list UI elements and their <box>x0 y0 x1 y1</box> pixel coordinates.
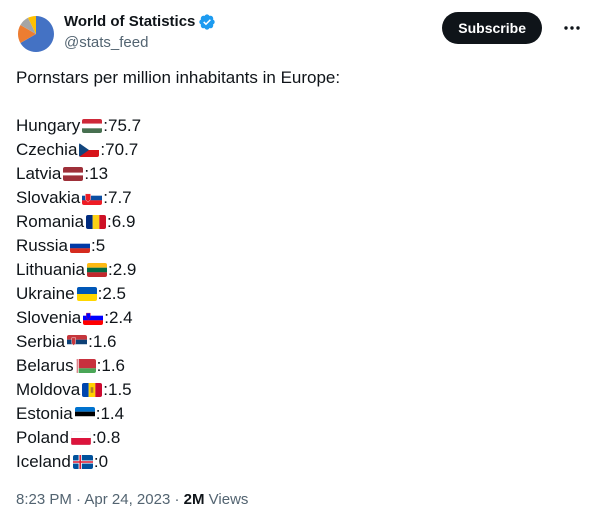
separator: : <box>103 380 108 399</box>
serbia-flag-icon <box>67 335 88 349</box>
country-name: Lithuania <box>16 260 86 279</box>
list-item: Poland: 0.8 <box>16 426 582 450</box>
slovakia-flag-icon <box>82 191 103 205</box>
country-value: 70.7 <box>105 140 139 159</box>
separator: : <box>104 308 109 327</box>
country-name: Ukraine <box>16 284 75 303</box>
list-item: Czechia: 70.7 <box>16 138 582 162</box>
list-item: Latvia: 13 <box>16 162 582 186</box>
separator: : <box>84 164 90 183</box>
separator: : <box>90 236 96 255</box>
list-item: Slovakia: 7.7 <box>16 186 582 210</box>
country-name: Russia <box>16 236 68 255</box>
country-name: Latvia <box>16 164 62 183</box>
country-name: Iceland <box>16 452 71 471</box>
views-label: Views <box>208 491 249 508</box>
display-name-text[interactable]: World of Statistics <box>64 13 196 30</box>
separator: : <box>93 452 99 471</box>
country-value: 13 <box>89 164 109 183</box>
list-item: Hungary: 75.7 <box>16 114 582 138</box>
iceland-flag-icon <box>72 455 93 469</box>
belarus-flag-icon <box>75 359 96 373</box>
separator: : <box>103 116 108 135</box>
country-name: Hungary <box>16 116 81 135</box>
account-handle[interactable]: @stats_feed <box>64 34 149 51</box>
country-list: Hungary: 75.7 Czechia: 70.7 Latvia: 13 S… <box>16 114 582 474</box>
country-value: 5 <box>95 236 106 255</box>
czechia-flag-icon <box>79 143 100 157</box>
views-count: 2M <box>183 491 205 508</box>
country-value: 1.4 <box>100 404 125 423</box>
country-value: 0 <box>98 452 109 471</box>
tweet-text: Pornstars per million inhabitants in Eur… <box>16 66 582 474</box>
separator: : <box>100 140 106 159</box>
country-value: 7.7 <box>108 188 132 207</box>
country-value: 1.5 <box>108 380 132 399</box>
pie-chart-avatar-icon[interactable] <box>16 14 56 54</box>
country-name: Moldova <box>16 380 81 399</box>
country-name: Czechia <box>16 140 78 159</box>
slovenia-flag-icon <box>83 311 104 325</box>
country-name: Estonia <box>16 404 73 423</box>
list-item: Ukraine: 2.5 <box>16 282 582 306</box>
separator: : <box>95 404 101 423</box>
list-item: Russia: 5 <box>16 234 582 258</box>
tweet-header: World of Statistics @stats_feed Subscrib… <box>16 12 582 56</box>
tweet-intro: Pornstars per million inhabitants in Eur… <box>16 68 341 87</box>
meta-separator: · <box>174 491 184 508</box>
russia-flag-icon <box>69 239 90 253</box>
verified-badge-icon[interactable] <box>198 13 216 31</box>
country-value: 1.6 <box>92 332 117 351</box>
tweet-time[interactable]: 8:23 PM <box>16 491 72 508</box>
country-value: 2.9 <box>112 260 137 279</box>
list-item: Iceland: 0 <box>16 450 582 474</box>
list-item: Belarus: 1.6 <box>16 354 582 378</box>
country-name: Poland <box>16 428 69 447</box>
list-item: Lithuania: 2.9 <box>16 258 582 282</box>
list-item: Slovenia: 2.4 <box>16 306 582 330</box>
poland-flag-icon <box>70 431 91 445</box>
separator: : <box>91 428 97 447</box>
country-name: Belarus <box>16 356 74 375</box>
country-value: 2.5 <box>102 284 126 303</box>
list-item: Serbia: 1.6 <box>16 330 582 354</box>
list-item: Estonia: 1.4 <box>16 402 582 426</box>
separator: : <box>107 212 112 231</box>
separator: : <box>97 284 103 303</box>
display-name[interactable]: World of Statistics <box>64 12 216 32</box>
estonia-flag-icon <box>74 407 95 421</box>
lithuania-flag-icon <box>87 263 108 277</box>
ukraine-flag-icon <box>76 287 97 301</box>
country-value: 0.8 <box>96 428 121 447</box>
country-value: 2.4 <box>108 308 133 327</box>
list-item: Moldova: 1.5 <box>16 378 582 402</box>
account-names: World of Statistics @stats_feed <box>64 12 216 53</box>
country-name: Slovenia <box>16 308 82 327</box>
meta-separator: · <box>76 491 85 508</box>
moldova-flag-icon <box>82 383 103 397</box>
list-item: Romania: 6.9 <box>16 210 582 234</box>
country-name: Serbia <box>16 332 66 351</box>
more-options-icon[interactable] <box>562 18 582 38</box>
latvia-flag-icon <box>63 167 84 181</box>
separator: : <box>96 356 102 375</box>
tweet-date[interactable]: Apr 24, 2023 <box>84 491 171 508</box>
country-name: Slovakia <box>16 188 81 207</box>
country-name: Romania <box>16 212 85 231</box>
subscribe-button[interactable]: Subscribe <box>442 12 542 44</box>
country-value: 75.7 <box>108 116 142 135</box>
separator: : <box>103 188 108 207</box>
separator: : <box>108 260 113 279</box>
romania-flag-icon <box>86 215 107 229</box>
tweet-meta: 8:23 PM · Apr 24, 2023 · 2M Views <box>16 490 248 510</box>
country-value: 1.6 <box>101 356 126 375</box>
country-value: 6.9 <box>111 212 136 231</box>
hungary-flag-icon <box>82 119 103 133</box>
separator: : <box>88 332 93 351</box>
